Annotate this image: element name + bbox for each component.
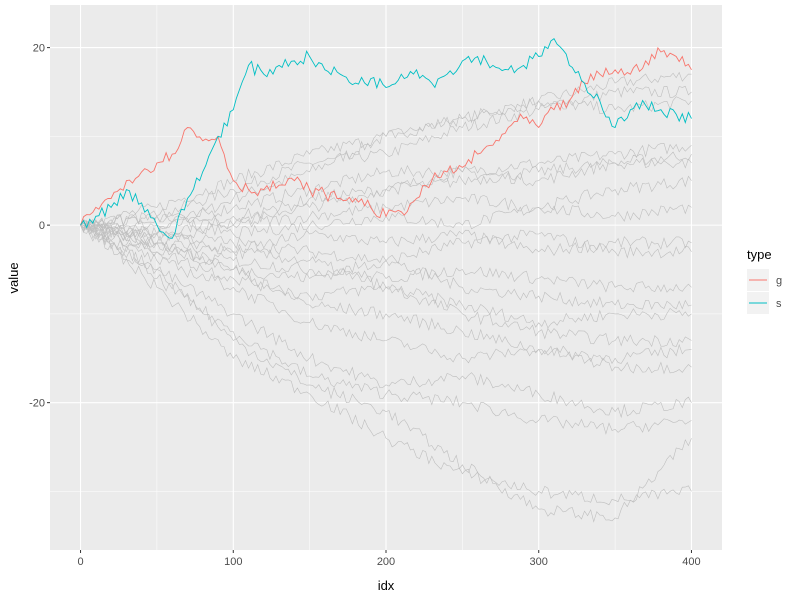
background-series-line xyxy=(80,175,692,246)
series-line-g xyxy=(80,46,692,226)
x-axis-label: idx xyxy=(378,578,395,593)
x-tick-label: 400 xyxy=(682,556,700,568)
background-series-line xyxy=(80,85,692,230)
legend-label-g: g xyxy=(776,275,782,287)
legend: type gs xyxy=(747,247,782,314)
background-series-line xyxy=(80,142,692,232)
background-series-line xyxy=(80,219,692,310)
legend-label-s: s xyxy=(776,298,782,310)
x-tick-label: 200 xyxy=(377,556,395,568)
background-series-line xyxy=(80,224,692,348)
background-series-line xyxy=(80,96,692,230)
highlight-series xyxy=(80,38,692,239)
background-series-line xyxy=(80,224,692,506)
x-tick-label: 0 xyxy=(77,556,83,568)
y-tick-label: 20 xyxy=(33,43,45,55)
gridlines xyxy=(50,5,722,550)
background-series-line xyxy=(80,157,692,230)
background-series-line xyxy=(80,224,692,375)
series-line-s xyxy=(80,38,692,239)
background-series-line xyxy=(80,224,692,523)
y-tick-label: -20 xyxy=(29,398,45,410)
y-axis-label: value xyxy=(6,262,21,293)
y-tick-label: 0 xyxy=(39,220,45,232)
background-series-line xyxy=(80,222,692,435)
background-series xyxy=(80,71,692,523)
x-tick-label: 100 xyxy=(224,556,242,568)
background-series-line xyxy=(80,223,692,419)
x-tick-label: 300 xyxy=(530,556,548,568)
legend-title: type xyxy=(747,247,772,262)
background-series-line xyxy=(80,222,692,293)
